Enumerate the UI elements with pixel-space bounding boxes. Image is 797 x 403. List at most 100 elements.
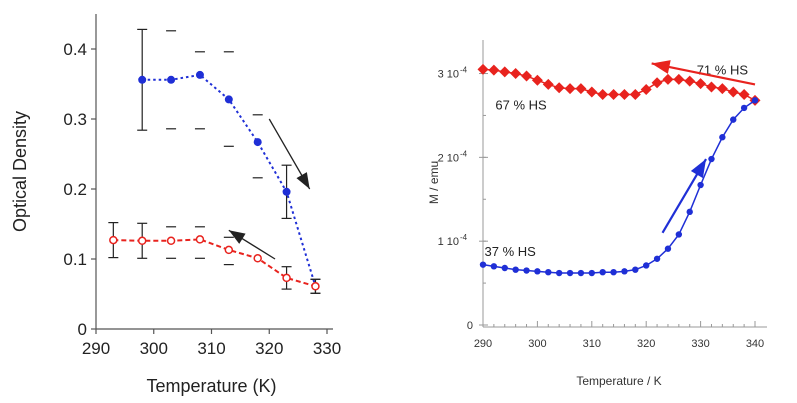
data-point xyxy=(253,138,262,147)
y-tick-label: 1 10 xyxy=(438,236,459,248)
arrow-head-heating xyxy=(296,172,310,189)
data-point xyxy=(740,104,748,112)
data-point xyxy=(545,268,552,276)
annotation-label: 67 % HS xyxy=(495,98,547,113)
data-point xyxy=(708,155,715,163)
data-point xyxy=(695,78,707,90)
y-tick-exponent: -4 xyxy=(460,233,468,242)
x-tick-label: 290 xyxy=(82,339,110,358)
x-tick-label: 310 xyxy=(197,339,225,358)
data-point xyxy=(166,236,176,246)
data-point xyxy=(705,81,717,93)
series-line-1 xyxy=(113,238,316,288)
data-point xyxy=(195,70,204,79)
data-point xyxy=(555,269,563,277)
y-tick-label: 3 10 xyxy=(438,69,459,81)
data-point xyxy=(621,268,628,275)
data-point xyxy=(675,231,683,238)
data-point xyxy=(577,269,585,277)
x-tick-label: 330 xyxy=(313,339,341,358)
data-point xyxy=(588,269,595,277)
data-point xyxy=(501,264,508,272)
data-point xyxy=(586,86,598,98)
data-point xyxy=(664,245,672,252)
data-point xyxy=(499,66,511,78)
y-tick-label: 0.2 xyxy=(63,180,87,199)
arrow-head xyxy=(651,60,671,74)
annotation-label: 71 % HS xyxy=(697,62,749,77)
data-point xyxy=(534,268,541,275)
x-tick-label: 330 xyxy=(691,338,709,350)
data-point xyxy=(629,88,641,100)
data-point xyxy=(311,282,320,291)
y-axis-label: Optical Density xyxy=(10,111,30,232)
data-point xyxy=(553,82,565,94)
y-tick-label: 0 xyxy=(78,320,87,339)
y-tick-label: 0 xyxy=(467,320,473,332)
data-point xyxy=(490,263,498,270)
y-tick-label: 0.3 xyxy=(63,110,87,129)
y-axis-label: M / emu xyxy=(427,161,441,204)
data-point xyxy=(662,73,674,85)
data-point xyxy=(510,68,522,80)
data-point xyxy=(727,86,739,98)
y-tick-label: 0.4 xyxy=(63,40,87,59)
data-point xyxy=(479,261,487,268)
y-tick-label: 0.1 xyxy=(63,250,87,269)
x-axis-label: Temperature (K) xyxy=(146,376,276,396)
x-tick-label: 290 xyxy=(474,338,492,350)
data-point xyxy=(566,269,574,277)
data-point xyxy=(610,268,617,276)
data-point xyxy=(109,235,118,245)
data-point xyxy=(542,78,554,90)
data-point xyxy=(575,83,587,95)
data-point xyxy=(608,88,620,100)
x-tick-label: 300 xyxy=(528,338,546,350)
data-point xyxy=(195,235,205,244)
data-point xyxy=(738,88,750,100)
x-tick-label: 340 xyxy=(746,338,764,350)
annotation-label: 37 % HS xyxy=(485,244,537,259)
data-point xyxy=(137,236,147,246)
data-point xyxy=(253,254,262,263)
x-tick-label: 320 xyxy=(255,339,283,358)
data-point xyxy=(632,266,639,273)
data-point xyxy=(751,97,759,104)
data-point xyxy=(697,181,704,189)
data-point xyxy=(521,70,533,82)
data-point xyxy=(224,245,234,255)
y-tick-exponent: -4 xyxy=(460,149,468,158)
data-point xyxy=(653,255,661,262)
data-point xyxy=(673,73,685,85)
data-point xyxy=(643,262,650,269)
data-point xyxy=(531,74,543,86)
data-point xyxy=(640,83,652,95)
optical-density-chart: 0 0.1 0.2 0.3 0.4 290 300 310 320 330 Temperature … xyxy=(10,14,341,396)
arrow-head-cooling xyxy=(228,230,246,244)
data-point xyxy=(282,187,291,196)
data-point xyxy=(618,88,630,100)
data-point xyxy=(138,75,147,84)
data-point xyxy=(651,77,663,89)
x-tick-label: 300 xyxy=(140,339,168,358)
data-point xyxy=(597,88,609,100)
data-point xyxy=(488,64,500,76)
data-point xyxy=(719,134,726,141)
arrow-head xyxy=(690,159,707,179)
data-point xyxy=(564,83,576,95)
data-point xyxy=(599,268,606,276)
y-tick-label: 2 10 xyxy=(438,152,459,164)
data-point xyxy=(716,83,728,95)
data-point xyxy=(167,75,176,84)
data-point xyxy=(730,116,737,123)
x-axis-label: Temperature / K xyxy=(576,374,661,388)
data-point xyxy=(477,63,489,75)
data-point xyxy=(512,266,519,273)
data-point xyxy=(684,75,696,87)
data-point xyxy=(523,267,530,274)
x-tick-label: 320 xyxy=(637,338,655,350)
data-point xyxy=(686,208,693,216)
y-tick-exponent: -4 xyxy=(460,66,468,75)
